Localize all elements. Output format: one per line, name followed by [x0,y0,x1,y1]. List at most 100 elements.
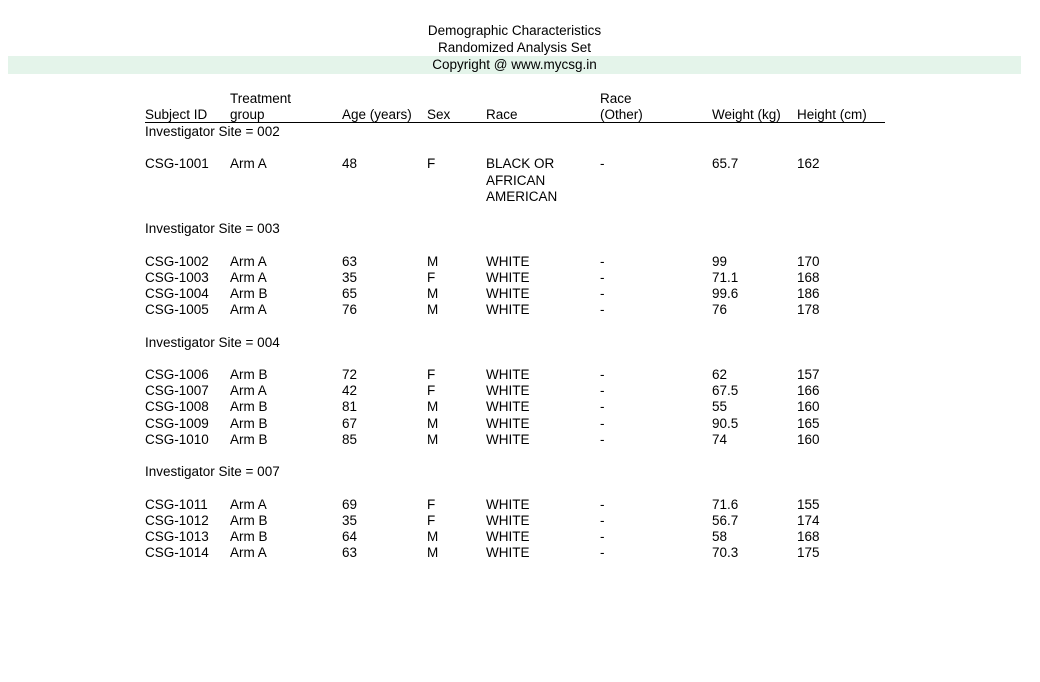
cell-sex: M [427,253,439,269]
cell-weight: 71.1 [712,269,739,285]
table-row: CSG-1008 Arm B 81 M WHITE - 55 160 [145,399,885,415]
cell-height: 162 [797,156,820,172]
cell-sex: F [427,269,436,285]
cell-race_other: - [600,285,605,301]
cell-weight: 99 [712,253,728,269]
cell-height: 160 [797,431,820,447]
table-body: Investigator Site = 002 CSG-1001 Arm A 48 F B… [145,123,885,578]
cell-weight: 55 [712,399,728,415]
cell-weight: 58 [712,528,728,544]
cell-age: 76 [342,302,358,318]
cell-race: WHITE [486,285,530,301]
table-row: CSG-1010 Arm B 85 M WHITE - 74 160 [145,432,885,448]
copyright-text: Copyright @ www.mycsg.in [432,57,597,72]
cell-treatment_group: Arm B [230,431,268,447]
column-header-treatment_group: Treatment group [230,91,292,122]
cell-race: WHITE [486,269,530,285]
cell-weight: 74 [712,431,728,447]
cell-sex: M [427,415,439,431]
cell-race: WHITE [486,415,530,431]
blank-line [145,205,885,221]
cell-treatment_group: Arm A [230,253,267,269]
blank-line [145,448,885,464]
blank-line [145,561,885,577]
cell-height: 166 [797,383,820,399]
cell-height: 168 [797,528,820,544]
column-header-subject_id: Subject ID [145,106,208,122]
cell-weight: 67.5 [712,383,739,399]
cell-treatment_group: Arm A [230,496,267,512]
cell-race_other: - [600,253,605,269]
cell-treatment_group: Arm B [230,285,268,301]
table-row: CSG-1002 Arm A 63 M WHITE - 99 170 [145,254,885,270]
cell-age: 65 [342,285,358,301]
cell-age: 67 [342,415,358,431]
cell-sex: M [427,399,439,415]
cell-race_other: - [600,431,605,447]
cell-weight: 56.7 [712,512,739,528]
cell-height: 186 [797,285,820,301]
report-subtitle: Randomized Analysis Set [437,40,592,55]
cell-treatment_group: Arm A [230,302,267,318]
table-row: CSG-1009 Arm B 67 M WHITE - 90.5 165 [145,416,885,432]
cell-race_other: - [600,269,605,285]
site-group-label: Investigator Site = 002 [145,124,280,139]
cell-race_other: - [600,302,605,318]
cell-height: 175 [797,545,820,561]
cell-age: 35 [342,512,358,528]
cell-weight: 90.5 [712,415,739,431]
cell-treatment_group: Arm B [230,512,268,528]
cell-race: WHITE [486,399,530,415]
cell-sex: M [427,528,439,544]
site-group-label: Investigator Site = 007 [145,464,280,480]
cell-height: 178 [797,302,820,318]
cell-race_other: - [600,496,605,512]
cell-weight: 62 [712,366,728,382]
cell-age: 69 [342,496,358,512]
cell-race: BLACK OR AFRICAN AMERICAN [486,156,558,204]
cell-age: 42 [342,383,358,399]
cell-height: 160 [797,399,820,415]
site-group-label: Investigator Site = 003 [145,221,280,237]
report-header: Demographic Characteristics Randomized A… [8,22,1021,74]
site-group-label: Investigator Site = 004 [145,334,280,350]
cell-sex: F [427,512,436,528]
cell-subject_id: CSG-1003 [145,269,209,285]
cell-treatment_group: Arm A [230,383,267,399]
table-row: CSG-1011 Arm A 69 F WHITE - 71.6 155 [145,497,885,513]
table-row: CSG-1004 Arm B 65 M WHITE - 99.6 186 [145,286,885,302]
table-header-row: Subject ID Treatment group Age (years) Sex R… [145,91,885,123]
column-header-race_other: Race (Other) [600,91,643,122]
cell-sex: M [427,302,439,318]
table-row: CSG-1005 Arm A 76 M WHITE - 76 178 [145,302,885,318]
cell-subject_id: CSG-1011 [145,496,208,512]
blank-line [145,318,885,334]
cell-subject_id: CSG-1006 [145,366,209,382]
cell-subject_id: CSG-1010 [145,431,209,447]
cell-race: WHITE [486,431,530,447]
cell-weight: 70.3 [712,545,739,561]
blank-line [145,480,885,496]
cell-race: WHITE [486,496,530,512]
cell-subject_id: CSG-1001 [145,156,209,172]
cell-race_other: - [600,383,605,399]
cell-age: 72 [342,366,358,382]
cell-weight: 76 [712,302,728,318]
table-row: CSG-1012 Arm B 35 F WHITE - 56.7 174 [145,513,885,529]
cell-sex: F [427,156,436,172]
cell-race_other: - [600,415,605,431]
cell-race_other: - [600,156,605,172]
cell-treatment_group: Arm B [230,366,268,382]
cell-sex: F [427,383,436,399]
cell-age: 63 [342,253,358,269]
column-header-sex: Sex [427,106,451,122]
cell-race: WHITE [486,545,530,561]
cell-height: 174 [797,512,820,528]
cell-subject_id: CSG-1009 [145,415,209,431]
column-header-race: Race [486,106,518,122]
cell-treatment_group: Arm B [230,399,268,415]
table-row: CSG-1003 Arm A 35 F WHITE - 71.1 168 [145,270,885,286]
cell-height: 168 [797,269,820,285]
cell-race: WHITE [486,383,530,399]
